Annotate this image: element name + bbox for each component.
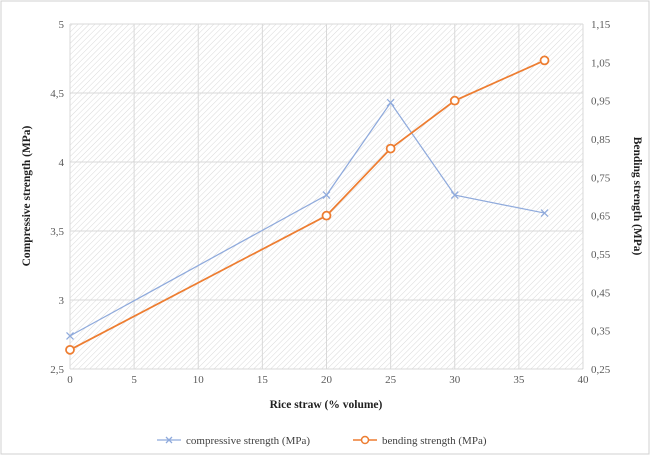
legend-label-bending: bending strength (MPa) — [382, 435, 487, 447]
x-tick-label: 20 — [321, 374, 333, 386]
y2-tick-label: 0,55 — [591, 249, 611, 261]
data-point-compressive — [386, 98, 395, 107]
tick-labels: 0 5 10 15 20 25 30 35 40 2,5 3 3,5 4 4,5 5 0,25 0,35 0,45… — [50, 19, 611, 386]
y2-tick-label: 0,65 — [591, 211, 611, 223]
legend-item-bending: bending strength (MPa) — [353, 435, 487, 447]
data-point-bending — [65, 344, 75, 355]
x-tick-label: 25 — [385, 374, 397, 386]
legend-item-compressive: compressive strength (MPa) — [157, 435, 310, 447]
y-tick-label: 5 — [59, 19, 65, 31]
data-point-bending — [385, 143, 396, 154]
y2-tick-label: 0,45 — [591, 287, 611, 299]
x-tick-label: 10 — [193, 374, 205, 386]
y2-tick-label: 0,85 — [591, 134, 611, 146]
x-tick-label: 5 — [131, 374, 137, 386]
data-point-compressive — [540, 209, 549, 218]
data-point-bending — [539, 55, 550, 66]
x-tick-label: 15 — [257, 374, 269, 386]
y2-tick-label: 1,05 — [591, 57, 611, 69]
y-tick-label: 3 — [59, 295, 65, 307]
y-tick-label: 3,5 — [50, 226, 64, 238]
x-tick-label: 30 — [449, 374, 461, 386]
y2-axis-title: Bending strength (MPa) — [631, 137, 643, 256]
x-tick-label: 40 — [578, 374, 590, 386]
y-tick-label: 4,5 — [50, 88, 64, 100]
y-tick-label: 4 — [59, 157, 65, 169]
series-layer — [65, 55, 550, 355]
y2-tick-label: 0,25 — [591, 364, 611, 376]
y-axis-title: Compressive strength (MPa) — [21, 125, 33, 266]
data-point-bending — [321, 210, 332, 221]
data-point-compressive — [450, 191, 459, 200]
data-point-compressive — [66, 331, 74, 340]
y2-tick-label: 0,75 — [591, 172, 611, 184]
legend-label-compressive: compressive strength (MPa) — [186, 435, 310, 447]
y-tick-label: 2,5 — [50, 364, 64, 376]
x-tick-label: 0 — [67, 374, 73, 386]
legend-marker-bending — [360, 435, 370, 445]
legend-marker-compressive — [165, 436, 173, 444]
y2-tick-label: 1,15 — [591, 19, 611, 31]
data-point-bending — [449, 95, 460, 106]
legend: compressive strength (MPa) bending stren… — [157, 435, 487, 447]
y2-tick-label: 0,35 — [591, 326, 611, 338]
x-tick-label: 35 — [513, 374, 525, 386]
data-point-compressive — [322, 191, 331, 200]
y2-tick-label: 0,95 — [591, 96, 611, 108]
grid — [69, 23, 584, 370]
x-axis-title: Rice straw (% volume) — [270, 399, 383, 411]
